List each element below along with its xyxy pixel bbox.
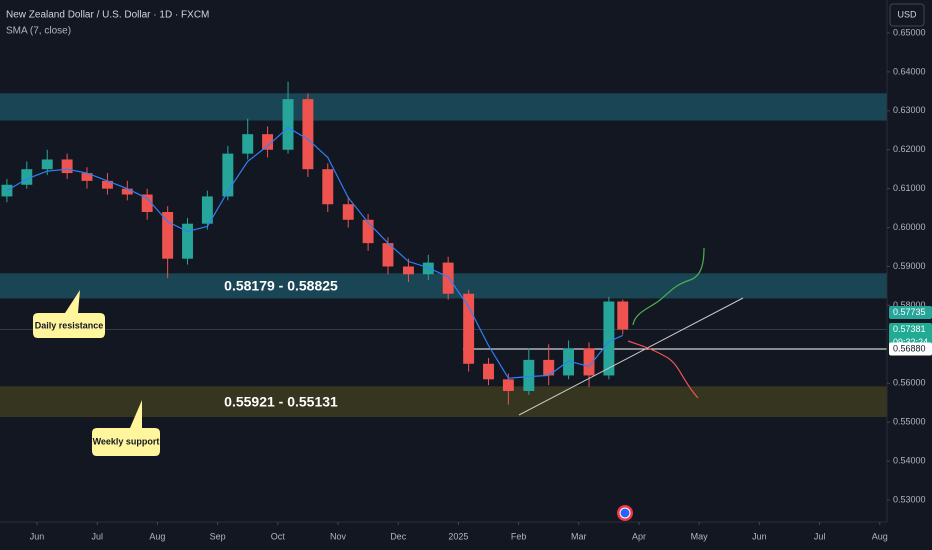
y-tick-label: 0.64000 [893,66,926,76]
candle-body [523,359,535,392]
candle-body [182,223,193,259]
currency-button[interactable] [889,3,925,27]
candle-body [101,180,113,189]
candle-body [563,348,575,376]
x-tick-label: Sep [210,531,226,541]
x-tick-label: Aug [872,531,888,541]
x-tick-label: Jun [30,531,45,541]
annotation: Daily resistance [35,320,104,330]
candle-body [222,153,234,197]
trend-line [518,297,744,416]
plot [0,81,887,405]
annotation: Weekly support [93,436,160,446]
y-tick-label: 0.54000 [893,455,926,465]
candle-body [543,359,555,376]
zone [0,386,887,418]
zones: 0.58179 - 0.58825 0.55921 - 0.55131 [0,93,887,418]
x-tick-label: Feb [511,531,527,541]
candle-body [322,169,334,205]
y-tick-label: 0.55000 [893,417,926,427]
callout-box [92,400,160,456]
price-label-box [889,305,932,319]
candle-body [422,262,434,275]
zone-label: 0.55921 - 0.55131 [224,393,338,409]
indicator-legend: SMA (7, close) [6,26,71,37]
candle-body [382,243,394,267]
price-axis [887,0,932,550]
currency[interactable]: USD [897,9,917,19]
y-tick-label: 0.60000 [893,222,926,232]
price-label-box [889,342,932,356]
x-tick-label: Dec [390,531,407,541]
candle-body [603,301,615,376]
event-icon[interactable] [617,505,633,521]
candle-body [141,194,153,213]
candle-body [41,159,53,170]
x-tick-label: 2025 [448,531,468,541]
candle-body [502,379,514,392]
candle-body [583,348,595,376]
candle-body [21,169,33,185]
price-label: 0.56880 [893,343,926,353]
candle-body [302,99,314,170]
sma-line [6,126,623,379]
y-tick-label: 0.62000 [893,144,926,154]
countdown: 09:32:24 [893,337,928,347]
callout-support: Weekly support [92,400,160,456]
candle-body [242,134,254,154]
x-tick-label: Nov [330,531,347,541]
x-tick-label: Jun [752,531,767,541]
candle-body [463,293,475,364]
bearish-projection [627,340,699,399]
callout-box [33,290,105,338]
y-tick-label: 0.58000 [893,300,926,310]
x-tick-label: Jul [814,531,826,541]
y-tick-label: 0.53000 [893,494,926,504]
callout-resistance: Daily resistance [33,290,105,338]
candle-body [282,99,294,150]
y-tick-label: 0.61000 [893,183,926,193]
candle-body [402,266,414,275]
x-tick-label: Aug [149,531,165,541]
chart-title: New Zealand Dollar / U.S. Dollar · 1D · … [6,10,209,21]
bullish-projection [632,247,705,326]
y-tick-label: 0.65000 [893,27,926,37]
y-tick-label: 0.59000 [893,261,926,271]
zone-label: 0.58179 - 0.58825 [224,278,338,294]
zone [0,93,887,121]
candle-body [483,363,494,380]
candle-body [362,219,374,244]
candle-body [61,159,73,174]
price-label: 0.57735 [893,307,926,317]
candle-body [342,204,354,220]
candle-body [442,262,454,294]
candle-body [262,134,274,150]
x-tick-label: Oct [271,531,286,541]
x-tick-label: Mar [571,531,587,541]
candle-body [617,301,629,330]
candle-body [121,188,133,195]
candle-body [162,212,174,259]
price-label: 0.57381 [893,324,926,334]
candle-body [201,196,213,224]
y-tick-label: 0.56000 [893,378,926,388]
x-tick-label: May [691,531,709,541]
candle-body [81,173,93,181]
x-tick-label: Jul [91,531,103,541]
y-tick-label: 0.63000 [893,105,926,115]
event-icon-core[interactable] [619,507,631,519]
x-tick-label: Apr [632,531,646,541]
